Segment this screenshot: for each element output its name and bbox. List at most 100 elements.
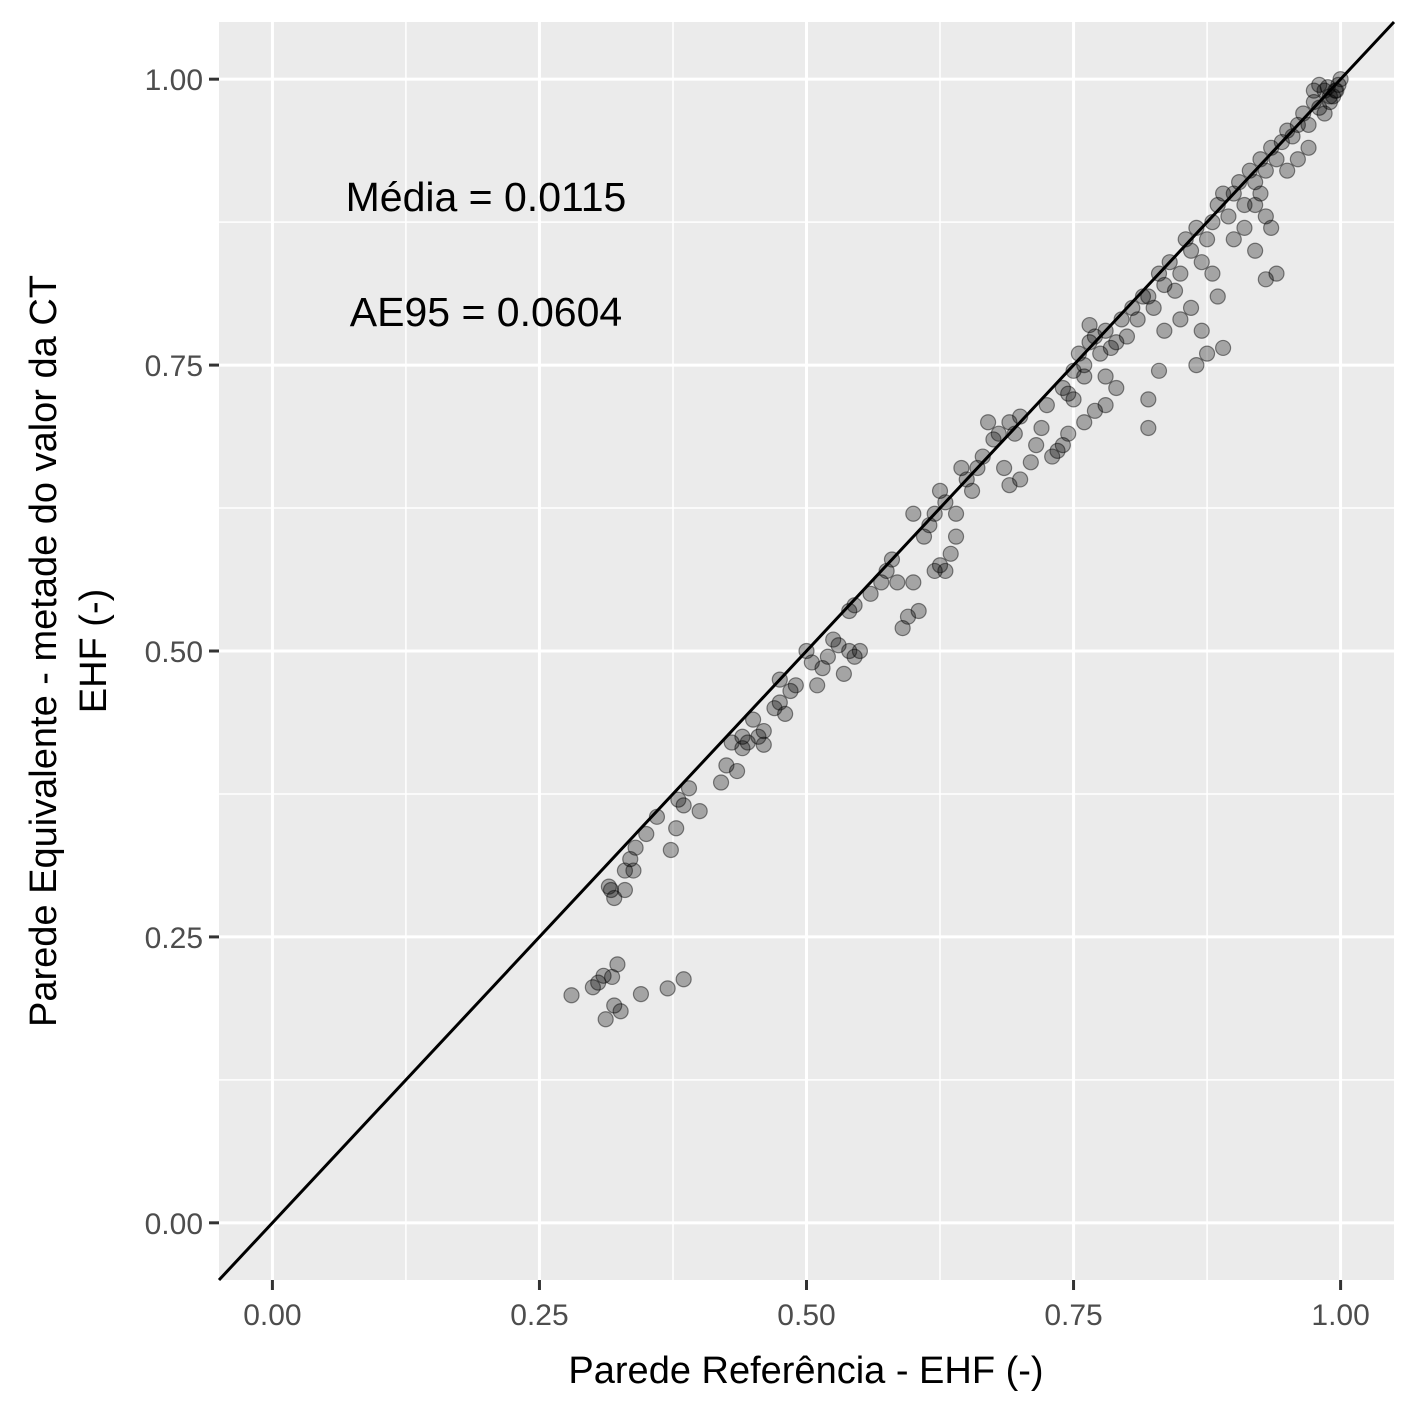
data-point bbox=[1102, 339, 1120, 357]
data-point bbox=[782, 682, 799, 700]
data-point bbox=[662, 841, 679, 859]
data-point bbox=[755, 736, 772, 753]
x-tick-label: 1.00 bbox=[1311, 1299, 1369, 1332]
data-point bbox=[718, 757, 735, 774]
data-point bbox=[953, 459, 970, 477]
data-point bbox=[590, 974, 607, 991]
data-point bbox=[1247, 174, 1264, 191]
data-point bbox=[1156, 276, 1173, 294]
data-point bbox=[937, 562, 954, 580]
data-point bbox=[814, 660, 831, 677]
data-point bbox=[1204, 265, 1221, 282]
data-point bbox=[1263, 219, 1280, 236]
data-point bbox=[809, 677, 826, 694]
data-point bbox=[1220, 208, 1237, 225]
y-tick-label: 0.75 bbox=[145, 350, 203, 383]
data-point bbox=[1193, 322, 1210, 339]
y-axis-title-line-2: EHF (-) bbox=[73, 589, 115, 714]
y-tick-label: 0.25 bbox=[145, 922, 203, 955]
data-point bbox=[905, 574, 922, 591]
data-point bbox=[1257, 271, 1274, 288]
x-axis-ticks: 0.00 0.25 0.50 0.75 1.00 bbox=[243, 1280, 1370, 1332]
annotation-media: Média = 0.0115 bbox=[346, 174, 627, 220]
data-point bbox=[1108, 379, 1125, 397]
data-point bbox=[680, 780, 698, 797]
data-point bbox=[675, 971, 692, 988]
data-point bbox=[846, 648, 863, 665]
data-point bbox=[734, 728, 751, 745]
data-point bbox=[830, 637, 847, 654]
data-point bbox=[1225, 231, 1242, 248]
data-point bbox=[910, 602, 927, 620]
data-point bbox=[1054, 437, 1071, 454]
y-axis-ticks: 0.00 0.25 0.50 0.75 1.00 bbox=[145, 64, 219, 1241]
data-point bbox=[1150, 362, 1168, 379]
data-point bbox=[766, 700, 783, 717]
data-point bbox=[602, 881, 620, 899]
data-point bbox=[985, 431, 1002, 448]
data-point bbox=[1182, 242, 1200, 259]
data-point bbox=[1118, 328, 1136, 345]
x-tick-label: 0.00 bbox=[243, 1299, 301, 1332]
x-axis-title: Parede Referência - EHF (-) bbox=[568, 1350, 1043, 1392]
data-points bbox=[563, 71, 1349, 1028]
data-point bbox=[597, 1011, 614, 1028]
data-point bbox=[723, 734, 740, 751]
data-point bbox=[584, 979, 601, 996]
data-point bbox=[803, 654, 820, 671]
data-point bbox=[819, 648, 836, 665]
data-point bbox=[841, 642, 858, 660]
data-point bbox=[1145, 299, 1162, 317]
data-point bbox=[787, 677, 804, 694]
data-point bbox=[627, 839, 644, 856]
data-point bbox=[1097, 368, 1114, 385]
data-point bbox=[670, 791, 687, 808]
data-point bbox=[1279, 162, 1296, 179]
data-point bbox=[1001, 477, 1018, 494]
data-point bbox=[691, 803, 708, 820]
data-point bbox=[1247, 196, 1264, 214]
data-point bbox=[835, 665, 852, 682]
data-point bbox=[1247, 242, 1264, 259]
data-point bbox=[563, 987, 580, 1004]
data-point bbox=[1022, 454, 1039, 471]
y-axis-title-line-1: Parede Equivalente - metade do valor da … bbox=[23, 275, 65, 1027]
data-point bbox=[931, 482, 949, 499]
y-tick-label: 0.00 bbox=[145, 1208, 203, 1241]
data-point bbox=[1172, 311, 1189, 328]
data-point bbox=[1140, 288, 1157, 305]
data-point bbox=[606, 889, 623, 907]
data-point bbox=[632, 985, 650, 1003]
data-point bbox=[1076, 368, 1093, 385]
data-point bbox=[926, 562, 943, 580]
data-point bbox=[595, 967, 612, 984]
x-tick-label: 0.25 bbox=[510, 1299, 568, 1332]
data-point bbox=[600, 878, 617, 895]
data-point bbox=[771, 694, 788, 711]
data-point bbox=[777, 705, 794, 723]
data-point bbox=[1330, 76, 1347, 94]
data-point bbox=[1060, 425, 1077, 442]
data-point bbox=[755, 722, 772, 740]
data-point bbox=[739, 734, 756, 751]
data-point bbox=[616, 862, 634, 879]
data-point bbox=[1257, 208, 1274, 225]
data-point bbox=[1214, 339, 1232, 357]
data-point bbox=[1188, 356, 1205, 374]
data-point bbox=[1140, 419, 1157, 437]
data-point bbox=[1076, 356, 1093, 374]
x-tick-label: 0.75 bbox=[1044, 1299, 1102, 1332]
data-point bbox=[1065, 391, 1082, 408]
data-point bbox=[750, 728, 767, 745]
data-point bbox=[1289, 151, 1306, 168]
data-point bbox=[1316, 105, 1333, 122]
data-point bbox=[894, 620, 911, 637]
x-tick-label: 0.50 bbox=[777, 1299, 835, 1332]
data-point bbox=[931, 557, 949, 574]
data-point bbox=[996, 459, 1013, 477]
data-point bbox=[1257, 162, 1274, 179]
data-point bbox=[1268, 151, 1285, 168]
data-point bbox=[659, 980, 676, 997]
data-point bbox=[1001, 414, 1018, 431]
